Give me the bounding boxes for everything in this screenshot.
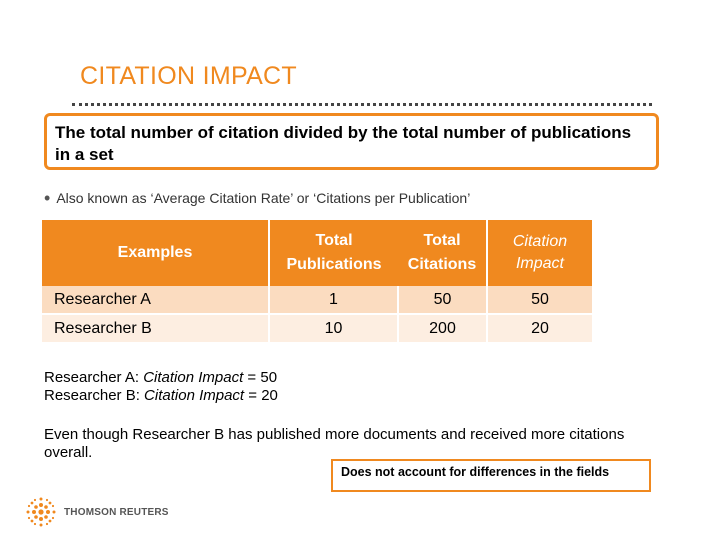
header-citation-impact: Citation Impact bbox=[486, 220, 592, 286]
row-impact: 50 bbox=[486, 286, 592, 315]
row-citations: 50 bbox=[397, 286, 487, 315]
logo-text: THOMSON REUTERS bbox=[64, 506, 169, 518]
header-examples: Examples bbox=[42, 220, 269, 286]
slide-title: CITATION IMPACT bbox=[80, 62, 297, 90]
row-citations: 200 bbox=[397, 314, 487, 342]
results-block: Researcher A: Citation Impact = 50 Resea… bbox=[44, 369, 278, 405]
table-header-row: Examples Total Publications Total Citati… bbox=[42, 220, 592, 286]
result-b-value: = 20 bbox=[244, 387, 278, 404]
result-a-metric: Citation Impact bbox=[143, 369, 244, 386]
header-total-publications: Total Publications bbox=[268, 220, 398, 286]
table-row: Researcher A 1 50 50 bbox=[42, 286, 592, 315]
result-b-metric: Citation Impact bbox=[144, 387, 245, 404]
header-imp-line2: Impact bbox=[515, 255, 564, 272]
definition-box: The total number of citation divided by … bbox=[44, 113, 659, 170]
row-name: Researcher B bbox=[42, 314, 269, 342]
summary-text: Even though Researcher B has published m… bbox=[44, 426, 625, 461]
reuters-dots-icon bbox=[26, 497, 56, 527]
header-cit-line2: Citations bbox=[407, 256, 477, 273]
row-impact: 20 bbox=[486, 314, 592, 342]
result-a: Researcher A: Citation Impact = 50 bbox=[44, 369, 278, 387]
header-cit-line1: Total bbox=[423, 232, 461, 249]
row-name: Researcher A bbox=[42, 286, 269, 315]
note-box: Does not account for differences in the … bbox=[331, 459, 651, 492]
result-b: Researcher B: Citation Impact = 20 bbox=[44, 387, 278, 405]
header-imp-line1: Citation bbox=[512, 233, 568, 250]
header-pub-line2: Publications bbox=[286, 256, 382, 273]
title-divider bbox=[72, 103, 652, 106]
header-total-citations: Total Citations bbox=[398, 220, 487, 286]
bullet-icon: • bbox=[44, 188, 51, 208]
result-a-label: Researcher A: bbox=[44, 369, 144, 386]
row-publications: 10 bbox=[268, 314, 398, 342]
bullet-text: Also known as ‘Average Citation Rate’ or… bbox=[56, 190, 471, 206]
row-publications: 1 bbox=[268, 286, 398, 315]
company-logo: THOMSON REUTERS bbox=[24, 494, 169, 530]
result-a-value: = 50 bbox=[243, 369, 278, 386]
citation-table: Examples Total Publications Total Citati… bbox=[42, 220, 592, 342]
result-b-label: Researcher B: bbox=[44, 387, 145, 404]
bullet-item: • Also known as ‘Average Citation Rate’ o… bbox=[44, 188, 470, 209]
table-row: Researcher B 10 200 20 bbox=[42, 314, 592, 342]
header-pub-line1: Total bbox=[315, 232, 353, 249]
